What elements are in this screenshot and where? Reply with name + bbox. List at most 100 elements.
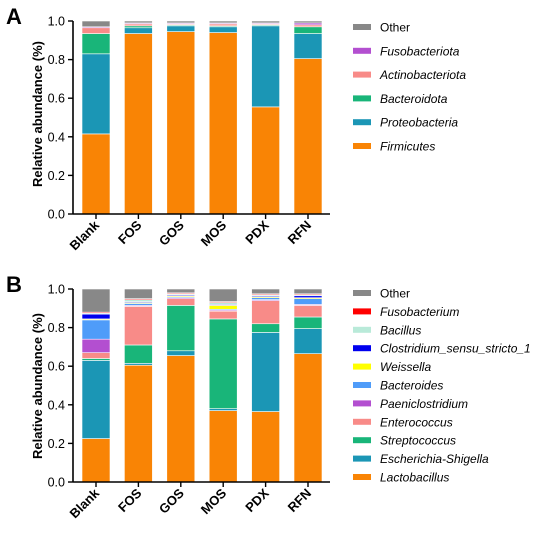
panel-b-bar-blank-bacteroides (81, 319, 111, 340)
panel-a-y-tick-label: 0.4 (48, 130, 65, 144)
panel-b-bar-mos-other (208, 288, 238, 302)
panel-b-legend-swatch-bacillus (353, 326, 371, 333)
panel-b-legend-label-weissella: Weissella (380, 360, 431, 374)
panel-b-y-tick-label: 0.4 (48, 398, 65, 412)
panel-a-y-tick-label: 0.8 (48, 53, 65, 67)
panel-b-legend-swatch-enterococcus (353, 418, 371, 425)
panel-a-label: A (6, 4, 22, 29)
panel-a-bar-gos-proteobacteria (166, 25, 196, 32)
panel-a-bar-mos-other (208, 20, 238, 24)
panel-a-bar-fos-proteobacteria (124, 27, 153, 34)
panel-a-legend-label-actinobacteriota: Actinobacteriota (379, 68, 466, 82)
panel-a-bar-blank-other (81, 20, 111, 28)
panel-a-bar-blank-proteobacteria (81, 53, 111, 135)
panel-b-legend-swatch-paeniclostridium (353, 400, 371, 407)
panel-b-legend-label-clostridium-sensu-stricto-1: Clostridium_sensu_stricto_1 (380, 342, 531, 356)
panel-b-bar-pdx-streptococcus (251, 323, 280, 333)
panel-b-legend-label-fusobacterium: Fusobacterium (380, 305, 459, 319)
panel-a-bar-blank-firmicutes (81, 133, 111, 215)
panel-a-category-label-pdx: PDX (242, 217, 272, 247)
panel-b-legend-swatch-clostridium-sensu-stricto-1 (353, 345, 371, 352)
panel-a-legend-swatch-actinobacteriota (353, 71, 371, 78)
panel-a-bar-rfn-bacteroidota (293, 26, 323, 34)
panel-b-category-label-gos: GOS (156, 485, 187, 516)
panel-b-legend-label-enterococcus: Enterococcus (380, 415, 453, 429)
panel-a-bar-pdx-firmicutes (251, 106, 280, 215)
panel-b-y-tick-label: 0.6 (48, 360, 65, 374)
panel-b-bar-rfn-bacteroides (293, 298, 323, 305)
panel-b-bar-fos-streptococcus (124, 344, 153, 364)
panel-b-bar-gos-enterococcus (166, 298, 196, 306)
panel-a-bar-rfn-proteobacteria (293, 33, 323, 59)
panel-a-category-label-blank: Blank (66, 217, 102, 253)
panel-a-bar-pdx-other (251, 20, 280, 24)
panel-b-y-tick-label: 0.2 (48, 437, 65, 451)
panel-b-legend-label-paeniclostridium: Paeniclostridium (380, 397, 468, 411)
panel-a-legend-label-other: Other (380, 21, 410, 35)
panel-a-bar-mos-proteobacteria (208, 26, 238, 33)
panel-b-legend-label-other: Other (380, 287, 410, 301)
panel-a-legend-swatch-bacteroidota (353, 95, 371, 102)
panel-b-bar-blank-escherichia-shigella (81, 360, 111, 439)
panel-b-y-tick-label: 1.0 (48, 283, 65, 297)
panel-b-bar-blank-clostridium-sensu-stricto-1 (81, 313, 111, 320)
panel-b-legend-swatch-fusobacterium (353, 308, 371, 315)
panel-b-category-label-blank: Blank (66, 485, 102, 521)
panel-b-bar-gos-escherichia-shigella (166, 350, 196, 356)
panel-a-bar-mos-firmicutes (208, 32, 238, 215)
panel-a-bar-rfn-firmicutes (293, 58, 323, 215)
panel-b-category-label-mos: MOS (198, 485, 230, 517)
panel-b-bar-blank-enterococcus (81, 352, 111, 359)
panel-a-legend-label-firmicutes: Firmicutes (380, 140, 435, 154)
panel-b-bar-rfn-escherichia-shigella (293, 328, 323, 354)
panel-b-legend-swatch-escherichia-shigella (353, 455, 371, 462)
panel-a-y-axis-label: Relative abundance (%) (30, 41, 45, 187)
panel-a-legend-label-fusobacteriota: Fusobacteriota (380, 44, 460, 58)
panel-a-y-tick-label: 0.6 (48, 92, 65, 106)
panel-b-bar-mos-enterococcus (208, 310, 238, 320)
panel-a-bar-rfn-other (293, 20, 323, 24)
panel-a-legend-swatch-firmicutes (353, 143, 371, 149)
panel-a-y-tick-label: 0.2 (48, 169, 65, 183)
panel-b-bar-blank-lactobacillus (81, 438, 111, 483)
panel-a-category-label-gos: GOS (156, 217, 187, 248)
panel-a-bar-fos-firmicutes (124, 33, 153, 215)
panel-b-legend-label-streptococcus: Streptococcus (380, 434, 456, 448)
panel-b-bar-rfn-other (293, 288, 323, 295)
panel-b-legend-swatch-other (353, 290, 371, 296)
panel-a-bar-blank-bacteroidota (81, 33, 111, 55)
panel-b-bar-gos-other (166, 288, 196, 294)
panel-b-bar-mos-weissella (208, 305, 238, 310)
panel-b-bar-pdx-lactobacillus (251, 411, 280, 483)
panel-b-label: B (6, 272, 22, 297)
panel-b-category-label-pdx: PDX (242, 485, 272, 515)
panel-b-legend-label-bacteroides: Bacteroides (380, 379, 443, 393)
panel-b-bar-rfn-streptococcus (293, 316, 323, 329)
panel-b-y-axis-label: Relative abundance (%) (30, 313, 45, 459)
panel-b-bar-fos-other (124, 288, 153, 299)
panel-a-y-tick-label: 0.0 (48, 208, 65, 222)
panel-a-legend-label-bacteroidota: Bacteroidota (380, 92, 448, 106)
panel-a-legend-swatch-fusobacteriota (353, 47, 371, 54)
panel-a-bar-blank-actinobacteriota (81, 27, 111, 34)
panel-a-bar-gos-firmicutes (166, 31, 196, 215)
panel-a-bar-gos-other (166, 20, 196, 24)
panel-a-legend-swatch-proteobacteria (353, 119, 371, 126)
panel-b-bar-fos-lactobacillus (124, 364, 153, 483)
panel-a-legend-swatch-other (353, 24, 371, 30)
panel-b-category-label-fos: FOS (115, 485, 145, 515)
panel-b-bar-mos-lactobacillus (208, 410, 238, 483)
panel-b-bar-blank-other (81, 288, 111, 313)
panel-b-bar-pdx-other (251, 288, 280, 295)
panel-b-bar-mos-streptococcus (208, 318, 238, 409)
panel-a-y-tick-label: 1.0 (48, 15, 65, 29)
panel-b-legend-swatch-lactobacillus (353, 474, 371, 480)
panel-a-category-label-rfn: RFN (285, 218, 314, 247)
panel-b-bar-rfn-enterococcus (293, 305, 323, 318)
panel-b-category-label-rfn: RFN (285, 486, 314, 515)
panel-b-legend-label-bacillus: Bacillus (380, 323, 421, 337)
panel-b-legend-swatch-streptococcus (353, 437, 371, 444)
panel-b-bar-gos-lactobacillus (166, 355, 196, 483)
panel-b: B Relative abundance (%) 0.0 0.2 0.4 0.6 0.8… (6, 272, 531, 521)
